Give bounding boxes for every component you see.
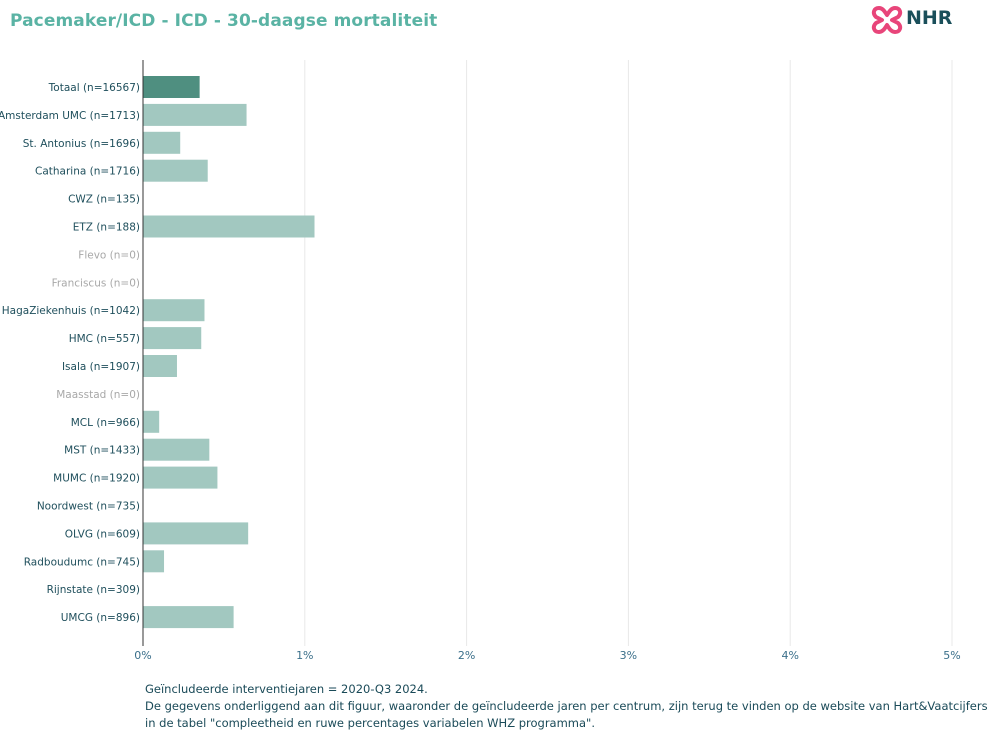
footnote: Geïncludeerde interventiejaren = 2020-Q3… [145, 681, 988, 732]
category-label: MCL (n=966) [71, 417, 140, 429]
bar [143, 438, 210, 461]
category-label: Flevo (n=0) [78, 249, 140, 261]
bar [143, 355, 177, 377]
bar [143, 410, 160, 433]
category-label: Maasstad (n=0) [56, 389, 140, 401]
category-label: St. Antonius (n=1696) [23, 138, 140, 150]
x-tick-label: 1% [296, 649, 313, 662]
x-tick-label: 0% [134, 649, 151, 662]
bar [143, 159, 208, 182]
bar [143, 76, 200, 98]
category-label: ETZ (n=188) [73, 222, 140, 234]
category-label: MUMC (n=1920) [53, 473, 140, 485]
category-label: OLVG (n=609) [65, 528, 140, 540]
category-label: CWZ (n=135) [68, 194, 140, 206]
footnote-line-3: in de tabel "compleetheid en ruwe percen… [145, 716, 596, 730]
bar [143, 466, 218, 489]
category-label: Catharina (n=1716) [35, 166, 140, 178]
bar [143, 327, 202, 350]
category-label: Amsterdam UMC (n=1713) [0, 110, 140, 122]
x-tick-label: 4% [781, 649, 798, 662]
bar [143, 103, 247, 126]
category-label: Radboudumc (n=745) [24, 556, 140, 568]
category-label: Noordwest (n=735) [37, 501, 140, 513]
category-label: HagaZiekenhuis (n=1042) [2, 305, 140, 317]
category-label: UMCG (n=896) [61, 612, 140, 624]
category-label: Totaal (n=16567) [48, 82, 140, 94]
heart-cross-logo-icon [871, 6, 903, 34]
bar [143, 215, 315, 238]
category-label: HMC (n=557) [69, 333, 140, 345]
category-label: Franciscus (n=0) [52, 277, 140, 289]
bar [143, 299, 205, 322]
bar-chart: 0% 1% 2% 3% 4% 5% Totaal (n=16567) Amsterdam UM… [0, 60, 961, 662]
footnote-line-2: De gegevens onderliggend aan dit figuur,… [145, 699, 988, 713]
footnote-line-1: Geïncludeerde interventiejaren = 2020-Q3… [145, 682, 428, 696]
bar [143, 550, 165, 573]
page-title: Pacemaker/ICD - ICD - 30-daagse mortalit… [10, 11, 438, 31]
bar [143, 522, 249, 545]
x-tick-label: 2% [458, 649, 475, 662]
bar [143, 131, 181, 154]
category-label: MST (n=1433) [64, 445, 140, 457]
bar [143, 606, 234, 629]
category-label: Rijnstate (n=309) [47, 584, 140, 596]
x-tick-label: 3% [620, 649, 637, 662]
category-label: Isala (n=1907) [62, 361, 140, 373]
logo-text: NHR [906, 7, 953, 29]
x-tick-label: 5% [943, 649, 960, 662]
